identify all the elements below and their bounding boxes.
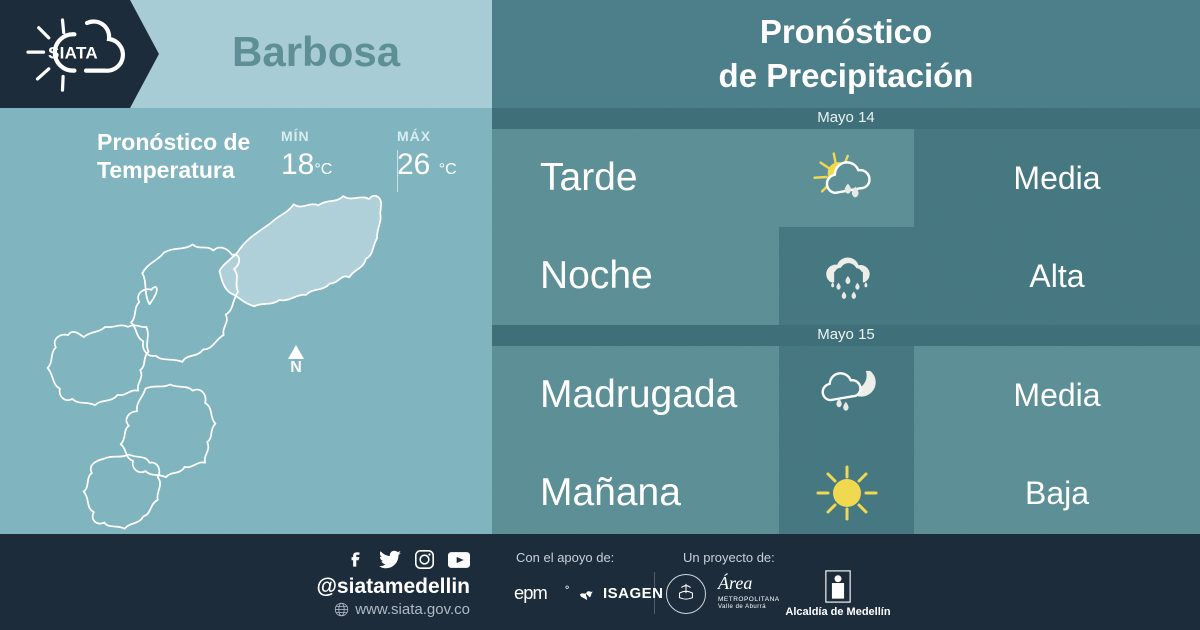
svg-text:SIATA: SIATA [48, 44, 98, 63]
svg-text:epm: epm [514, 582, 547, 603]
